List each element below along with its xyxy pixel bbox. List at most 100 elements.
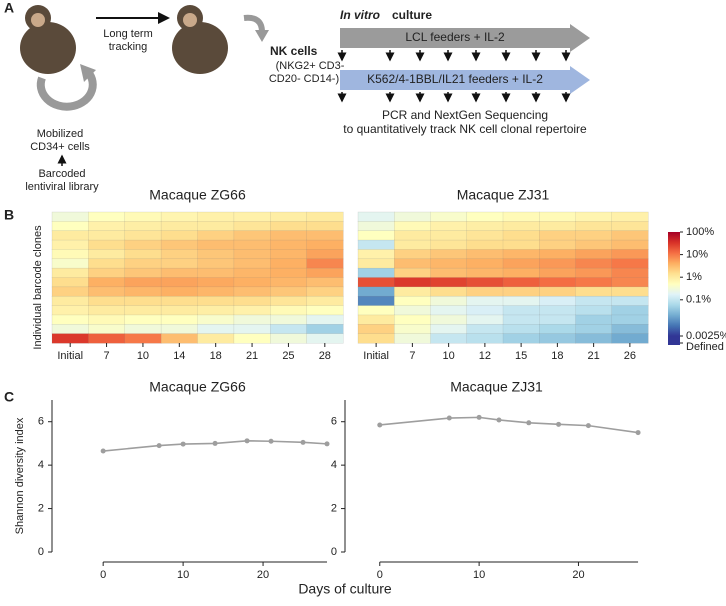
heatmap-cell bbox=[124, 295, 162, 307]
heatmap-cell bbox=[88, 258, 126, 269]
x-axis-label: Days of culture bbox=[298, 581, 392, 597]
x-tick-label: Initial bbox=[363, 350, 389, 362]
chart-title: Macaque ZJ31 bbox=[457, 187, 550, 203]
heatmap-cell bbox=[430, 239, 468, 250]
heatmap-cell bbox=[357, 239, 395, 250]
heatmap-cell bbox=[394, 295, 432, 307]
y-tick-label: 2 bbox=[38, 502, 44, 514]
heatmap-cell bbox=[197, 324, 235, 335]
heatmap-cell bbox=[539, 239, 577, 250]
x-tick-label: 20 bbox=[572, 569, 584, 581]
label: In vitro bbox=[340, 8, 380, 22]
heatmap-cell bbox=[611, 324, 649, 335]
heatmap-cell bbox=[539, 333, 577, 344]
heatmap-cell bbox=[233, 230, 271, 241]
heatmap-cell bbox=[270, 277, 308, 288]
heatmap-cell bbox=[539, 277, 577, 288]
heatmap-cell bbox=[88, 295, 126, 307]
heatmap-cell bbox=[502, 286, 540, 297]
heatmap-cell bbox=[430, 267, 468, 279]
culture-arrow bbox=[340, 24, 590, 52]
heatmap-cell bbox=[502, 239, 540, 250]
heatmap-cell bbox=[357, 333, 395, 344]
heatmap-cell bbox=[539, 314, 577, 325]
heatmap-cell bbox=[233, 267, 271, 279]
label: culture bbox=[392, 8, 432, 22]
heatmap-cell bbox=[160, 324, 199, 335]
heatmap-cell bbox=[51, 249, 89, 260]
heatmap-cell bbox=[466, 211, 504, 222]
heatmap-cell bbox=[197, 277, 235, 288]
heatmap-cell bbox=[306, 277, 344, 288]
heatmap-cell bbox=[197, 230, 235, 241]
heatmap-cell bbox=[51, 286, 89, 297]
heatmap-cell bbox=[394, 324, 432, 335]
x-tick-label: Initial bbox=[57, 350, 83, 362]
heatmap-cell bbox=[575, 305, 613, 316]
heatmap-cell bbox=[394, 258, 432, 269]
heatmap-cell bbox=[502, 333, 540, 344]
heatmap-cell bbox=[502, 305, 540, 316]
x-tick-label: 10 bbox=[177, 569, 189, 581]
label: LCL feeders + IL-2 bbox=[405, 30, 505, 44]
heatmap-cell bbox=[197, 239, 235, 250]
heatmap-cell bbox=[197, 211, 235, 222]
heatmap-cell bbox=[466, 324, 504, 335]
x-tick-label: 14 bbox=[173, 350, 185, 362]
colorbar-tick-label: 0.1% bbox=[686, 294, 711, 306]
heatmap-cell bbox=[233, 295, 271, 307]
heatmap-cell bbox=[306, 324, 344, 335]
heatmap-cell bbox=[575, 333, 613, 344]
heatmap-cell bbox=[575, 314, 613, 325]
x-tick-label: 10 bbox=[137, 350, 149, 362]
heatmap-cell bbox=[539, 249, 577, 260]
heatmap-cell bbox=[502, 230, 540, 241]
colorbar-tick-label: 1% bbox=[686, 271, 702, 283]
heatmap-cell bbox=[539, 258, 577, 269]
point bbox=[446, 415, 452, 421]
heatmap-cell bbox=[430, 277, 468, 288]
heatmap-cell bbox=[357, 267, 395, 279]
label: tracking bbox=[109, 41, 148, 53]
heatmap-cell bbox=[124, 249, 162, 260]
y-tick-label: 0 bbox=[331, 546, 337, 558]
heatmap-cell bbox=[357, 295, 395, 307]
heatmap-cell bbox=[394, 239, 432, 250]
heatmap-cell bbox=[270, 267, 308, 279]
heatmap-cell bbox=[357, 230, 395, 241]
heatmap-cell bbox=[466, 267, 504, 279]
heatmap-cell bbox=[51, 230, 89, 241]
chart-title: Macaque ZG66 bbox=[149, 379, 246, 395]
label: PCR and NextGen Sequencing bbox=[382, 108, 548, 122]
point bbox=[156, 443, 162, 449]
heatmap-cell bbox=[88, 221, 126, 232]
heatmap-cell bbox=[539, 305, 577, 316]
line bbox=[379, 416, 639, 434]
colorbar-zero bbox=[668, 336, 680, 345]
heatmap-cell bbox=[466, 221, 504, 232]
heatmap-cell bbox=[306, 221, 344, 232]
monkey-icon bbox=[20, 5, 228, 74]
heatmap-cell bbox=[611, 221, 649, 232]
x-tick-label: 21 bbox=[588, 350, 600, 362]
heatmap-cell bbox=[270, 258, 308, 269]
heatmap-cell bbox=[394, 286, 432, 297]
heatmap-cell bbox=[539, 211, 577, 222]
heatmap-cell bbox=[124, 333, 162, 344]
sampling-arrows bbox=[337, 50, 571, 103]
panel-label: B bbox=[4, 207, 14, 223]
heatmap-cell bbox=[575, 239, 613, 250]
x-tick-label: 0 bbox=[100, 569, 106, 581]
heatmap-cell bbox=[430, 333, 468, 344]
heatmap-cell bbox=[233, 239, 271, 250]
heatmap-cell bbox=[306, 286, 344, 297]
heatmap-cell bbox=[394, 221, 432, 232]
y-tick-label: 6 bbox=[38, 416, 44, 428]
heatmap-cell bbox=[124, 277, 162, 288]
panel-label: C bbox=[4, 389, 14, 405]
heatmap-cell bbox=[306, 333, 344, 344]
heatmap-cell bbox=[160, 249, 199, 260]
point bbox=[496, 417, 502, 423]
heatmap-cell bbox=[51, 314, 89, 325]
heatmap-cell bbox=[502, 249, 540, 260]
